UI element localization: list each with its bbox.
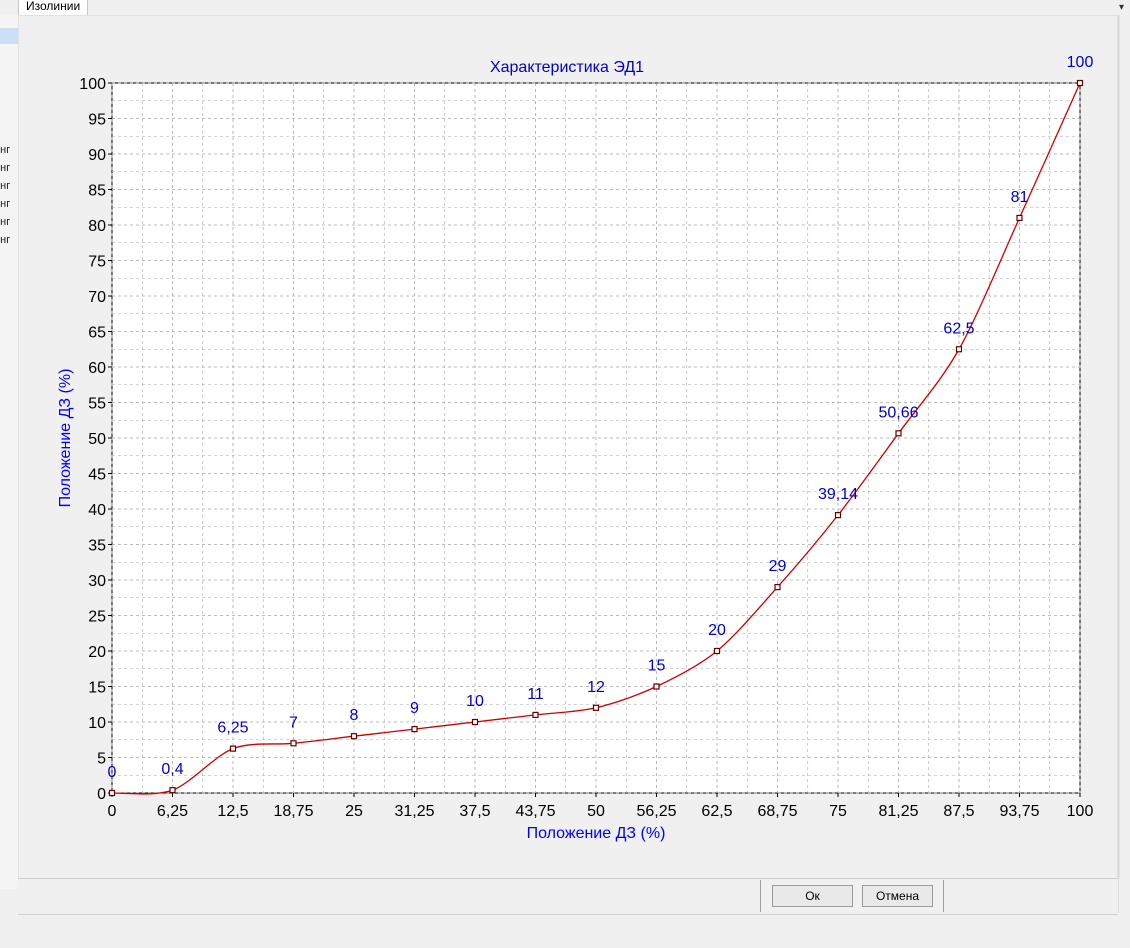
x-tick-label: 93,75 <box>999 803 1039 820</box>
data-point <box>713 647 721 655</box>
x-tick-label: 62,5 <box>701 803 732 820</box>
x-tick-label: 75 <box>829 803 847 820</box>
data-point <box>1076 79 1084 87</box>
x-axis-label: Положение ДЗ (%) <box>527 825 666 842</box>
x-tick-label: 25 <box>345 803 363 820</box>
y-tick-label: 65 <box>88 325 106 342</box>
panel-border <box>1117 15 1119 913</box>
x-tick-label: 81,25 <box>878 803 918 820</box>
data-label: 11 <box>527 686 544 703</box>
data-point <box>1016 214 1023 221</box>
y-tick-label: 50 <box>88 431 106 448</box>
data-point <box>895 430 902 437</box>
data-points <box>108 79 1084 797</box>
data-point <box>653 683 660 690</box>
data-label: 20 <box>708 622 726 639</box>
left-list-item[interactable]: инг <box>0 216 11 228</box>
data-label: 8 <box>350 707 359 724</box>
data-point <box>229 745 237 752</box>
y-tick-label: 5 <box>97 751 106 768</box>
data-label: 29 <box>769 558 787 575</box>
y-axis-ticks: 0 5 10 15 20 25 30 35 40 45 50 55 60 65 70 75 80 85 90 95 10… <box>79 76 112 803</box>
y-tick-label: 60 <box>88 360 106 377</box>
y-axis-label: Положение ДЗ (%) <box>57 369 74 508</box>
x-tick-label: 18,75 <box>273 803 313 820</box>
button-group-separator <box>760 880 944 912</box>
x-tick-label: 31,25 <box>394 803 434 820</box>
data-label: 0 <box>108 764 117 781</box>
x-tick-label: 56,25 <box>636 803 676 820</box>
x-tick-label: 87,5 <box>943 803 974 820</box>
x-tick-label: 37,5 <box>459 803 490 820</box>
data-label: 15 <box>648 658 666 675</box>
y-tick-label: 55 <box>88 396 106 413</box>
left-list-selected-row[interactable] <box>0 28 18 44</box>
left-list-item[interactable]: инг <box>0 162 11 174</box>
y-tick-label: 30 <box>88 573 106 590</box>
data-label: 6,25 <box>217 720 248 737</box>
data-label: 7 <box>289 714 298 731</box>
data-point <box>955 346 963 353</box>
data-label: 100 <box>1067 54 1094 71</box>
left-list-item[interactable]: инг <box>0 144 11 156</box>
x-tick-label: 6,25 <box>157 803 188 820</box>
data-label: 50,66 <box>878 404 918 421</box>
data-point <box>532 711 539 719</box>
data-label: 9 <box>410 700 419 717</box>
x-axis-ticks: 0 6,25 12,5 18,75 25 31,25 37,5 43,75 50 56,25 62,… <box>108 793 1094 820</box>
y-tick-label: 75 <box>88 254 106 271</box>
dialog-button-bar <box>18 878 1118 915</box>
tab-isolines[interactable]: Изолинии <box>18 0 89 16</box>
data-label: 62,5 <box>943 320 974 337</box>
y-tick-label: 80 <box>88 218 106 235</box>
x-tick-label: 50 <box>587 803 605 820</box>
y-tick-label: 95 <box>88 112 106 129</box>
x-tick-label: 0 <box>108 803 117 820</box>
data-labels: 0 0,4 6,25 7 8 9 10 11 12 15 20 29 39,14 50,66 62,5 81 1… <box>108 54 1094 781</box>
data-point <box>471 718 479 726</box>
x-tick-label: 100 <box>1067 803 1094 820</box>
ok-button[interactable]: Ок <box>772 885 853 907</box>
y-tick-label: 70 <box>88 289 106 306</box>
grid-lines <box>111 82 1081 794</box>
y-tick-label: 90 <box>88 147 106 164</box>
y-tick-label: 15 <box>88 680 106 697</box>
y-tick-label: 85 <box>88 183 106 200</box>
data-label: 10 <box>466 693 484 710</box>
x-tick-label: 12,5 <box>217 803 248 820</box>
data-point <box>169 787 176 794</box>
x-tick-label: 68,75 <box>757 803 797 820</box>
data-label: 12 <box>587 679 605 696</box>
y-tick-label: 40 <box>88 502 106 519</box>
y-tick-label: 45 <box>88 467 106 484</box>
dropdown-arrow-icon[interactable]: ▾ <box>1118 2 1124 13</box>
data-point <box>834 512 842 519</box>
left-list-item[interactable]: инг <box>0 234 11 246</box>
data-label: 39,14 <box>818 486 858 503</box>
data-point <box>774 583 781 591</box>
data-label: 0,4 <box>161 761 183 778</box>
data-point <box>108 789 116 797</box>
y-tick-label: 0 <box>97 786 106 803</box>
y-tick-label: 35 <box>88 538 106 555</box>
data-point <box>350 733 358 740</box>
y-tick-label: 25 <box>88 609 106 626</box>
left-list-item[interactable]: инг <box>0 198 11 210</box>
cancel-button[interactable]: Отмена <box>862 885 933 907</box>
x-tick-label: 43,75 <box>515 803 555 820</box>
y-tick-label: 10 <box>88 715 106 732</box>
y-tick-label: 100 <box>79 76 106 93</box>
y-tick-label: 20 <box>88 644 106 661</box>
data-point <box>411 725 418 733</box>
left-list-item[interactable]: инг <box>0 180 11 192</box>
chart-title: Характеристика ЭД1 <box>490 59 644 76</box>
data-label: 81 <box>1011 189 1029 206</box>
data-point <box>290 740 297 747</box>
data-point <box>592 704 600 711</box>
